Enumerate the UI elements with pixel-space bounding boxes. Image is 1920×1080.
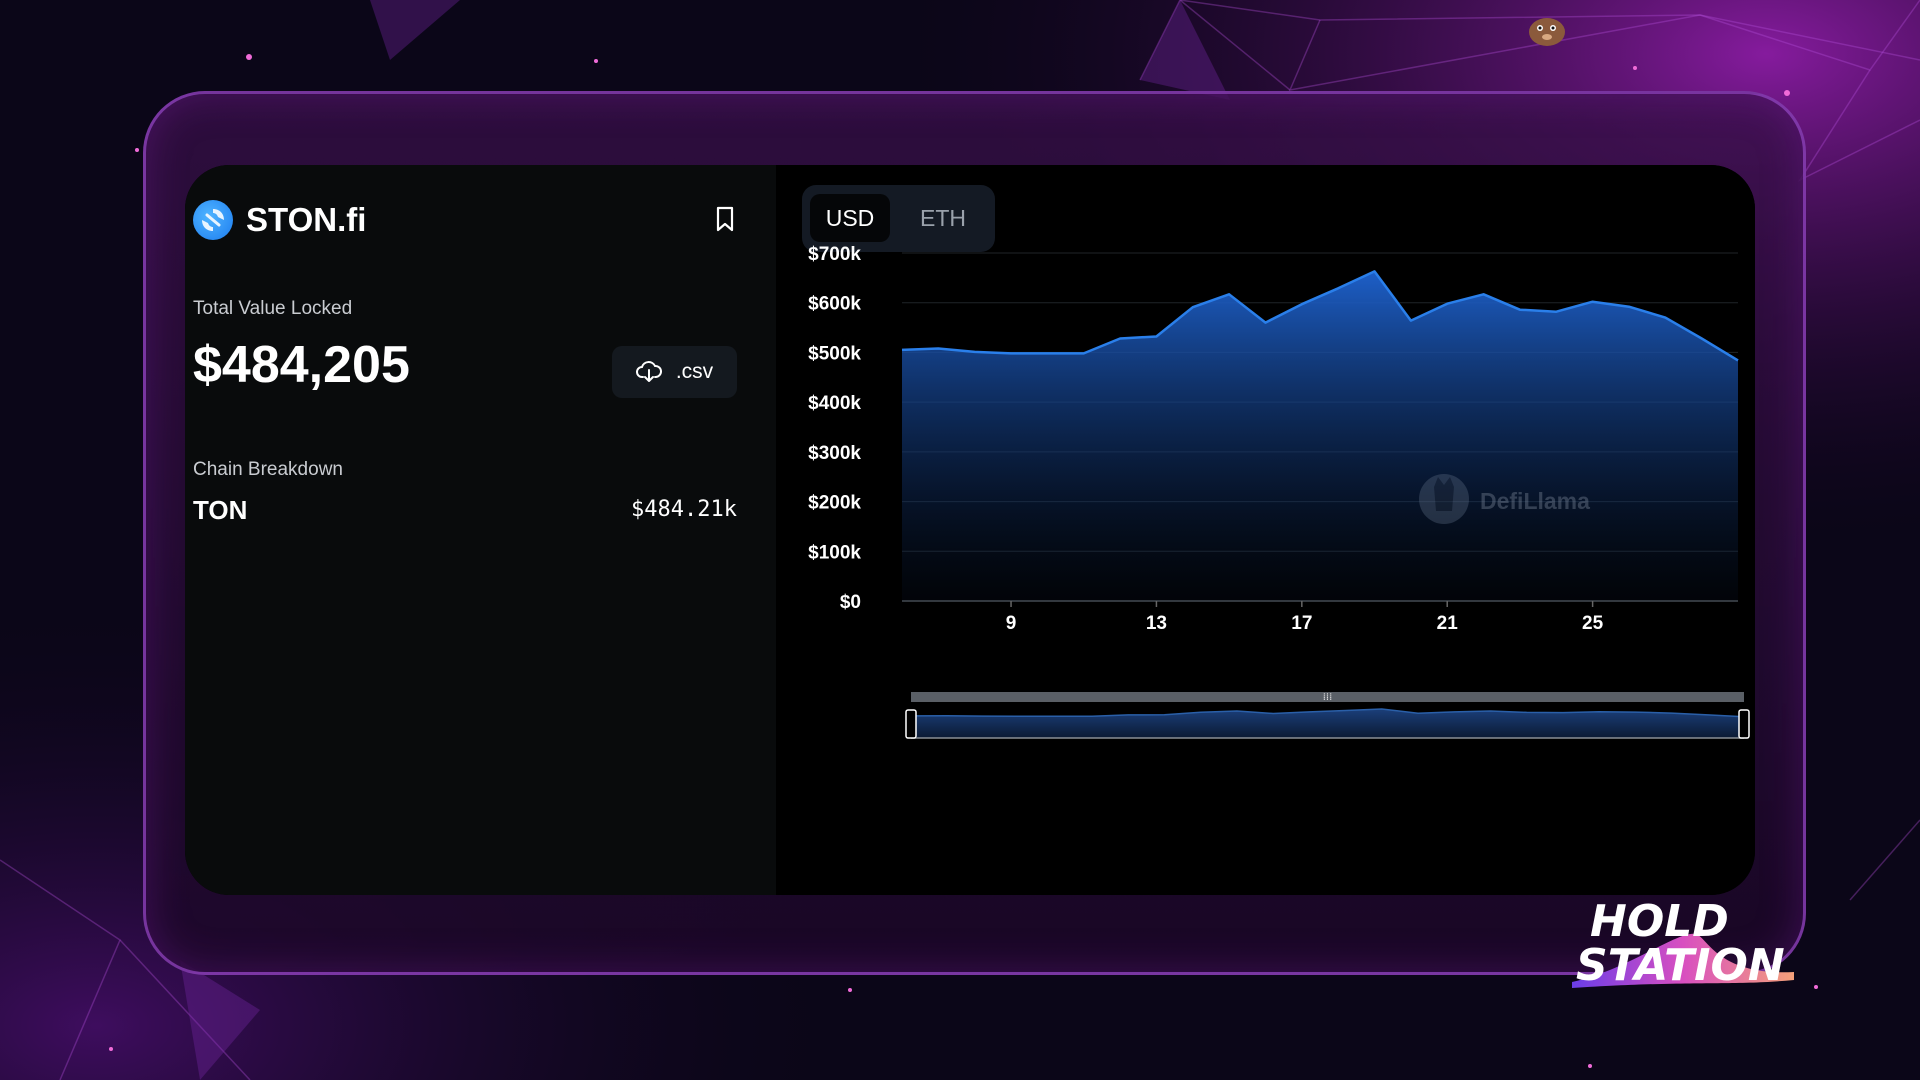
brush-handle-left[interactable] (905, 709, 917, 739)
watermark-text: DefiLlama (1480, 488, 1590, 514)
holdstation-logo: HOLD STATION (1572, 896, 1794, 991)
x-tick-label: 21 (1437, 613, 1459, 634)
brush-handle-right[interactable] (1738, 709, 1750, 739)
brush-line (910, 708, 1745, 718)
brand-line1: HOLD (1590, 896, 1729, 947)
y-tick-label: $500k (808, 343, 861, 364)
y-tick-label: $100k (808, 542, 861, 563)
summary-panel: STON.fi Total Value Locked $484,205 .csv… (185, 165, 776, 895)
chain-name: TON (193, 495, 248, 525)
y-tick-label: $300k (808, 443, 861, 464)
tvl-chart: DefiLlama $0 $100k $200k $300k $400k $500k $60… (808, 244, 1750, 739)
brand-line2: STATION (1576, 940, 1785, 991)
x-tick-label: 17 (1291, 613, 1312, 634)
tvl-area (902, 271, 1738, 601)
x-tick-label: 9 (1006, 613, 1017, 634)
brush-bar (911, 692, 1744, 702)
y-tick-label: $400k (808, 393, 861, 414)
currency-toggle: USD ETH (802, 185, 995, 252)
tab-usd[interactable]: USD (810, 194, 890, 242)
tvl-line (901, 270, 1739, 362)
y-tick-label: $600k (808, 294, 861, 315)
protocol-card: STON.fi Total Value Locked $484,205 .csv… (185, 165, 1755, 895)
tvl-value: $484,205 (193, 336, 410, 394)
download-csv-label: .csv (675, 360, 714, 383)
brush-grip: ⁞⁞⁞ (1323, 692, 1333, 703)
protocol-name: STON.fi (246, 201, 367, 238)
chain-breakdown-label: Chain Breakdown (193, 459, 343, 480)
cloud-download-icon (635, 361, 662, 382)
tab-eth[interactable]: ETH (920, 205, 966, 231)
defillama-watermark: DefiLlama (1419, 474, 1590, 524)
chart-panel: USD ETH DefiLlama $0 $100k $200k (776, 165, 1755, 895)
tvl-label: Total Value Locked (193, 298, 353, 319)
y-tick-label: $200k (808, 493, 861, 514)
range-brush[interactable]: ⁞⁞⁞ (905, 692, 1750, 739)
y-tick-label: $0 (840, 592, 861, 613)
y-tick-label: $700k (808, 244, 861, 265)
download-csv-button[interactable]: .csv (612, 346, 737, 398)
brush-area (911, 709, 1744, 738)
ston-fi-logo-icon (193, 200, 233, 240)
chain-value: $484.21k (631, 497, 737, 522)
x-tick-label: 13 (1146, 613, 1167, 634)
bookmark-icon[interactable] (713, 205, 737, 233)
x-tick-label: 25 (1582, 613, 1604, 634)
mascot-icon (1529, 18, 1565, 46)
